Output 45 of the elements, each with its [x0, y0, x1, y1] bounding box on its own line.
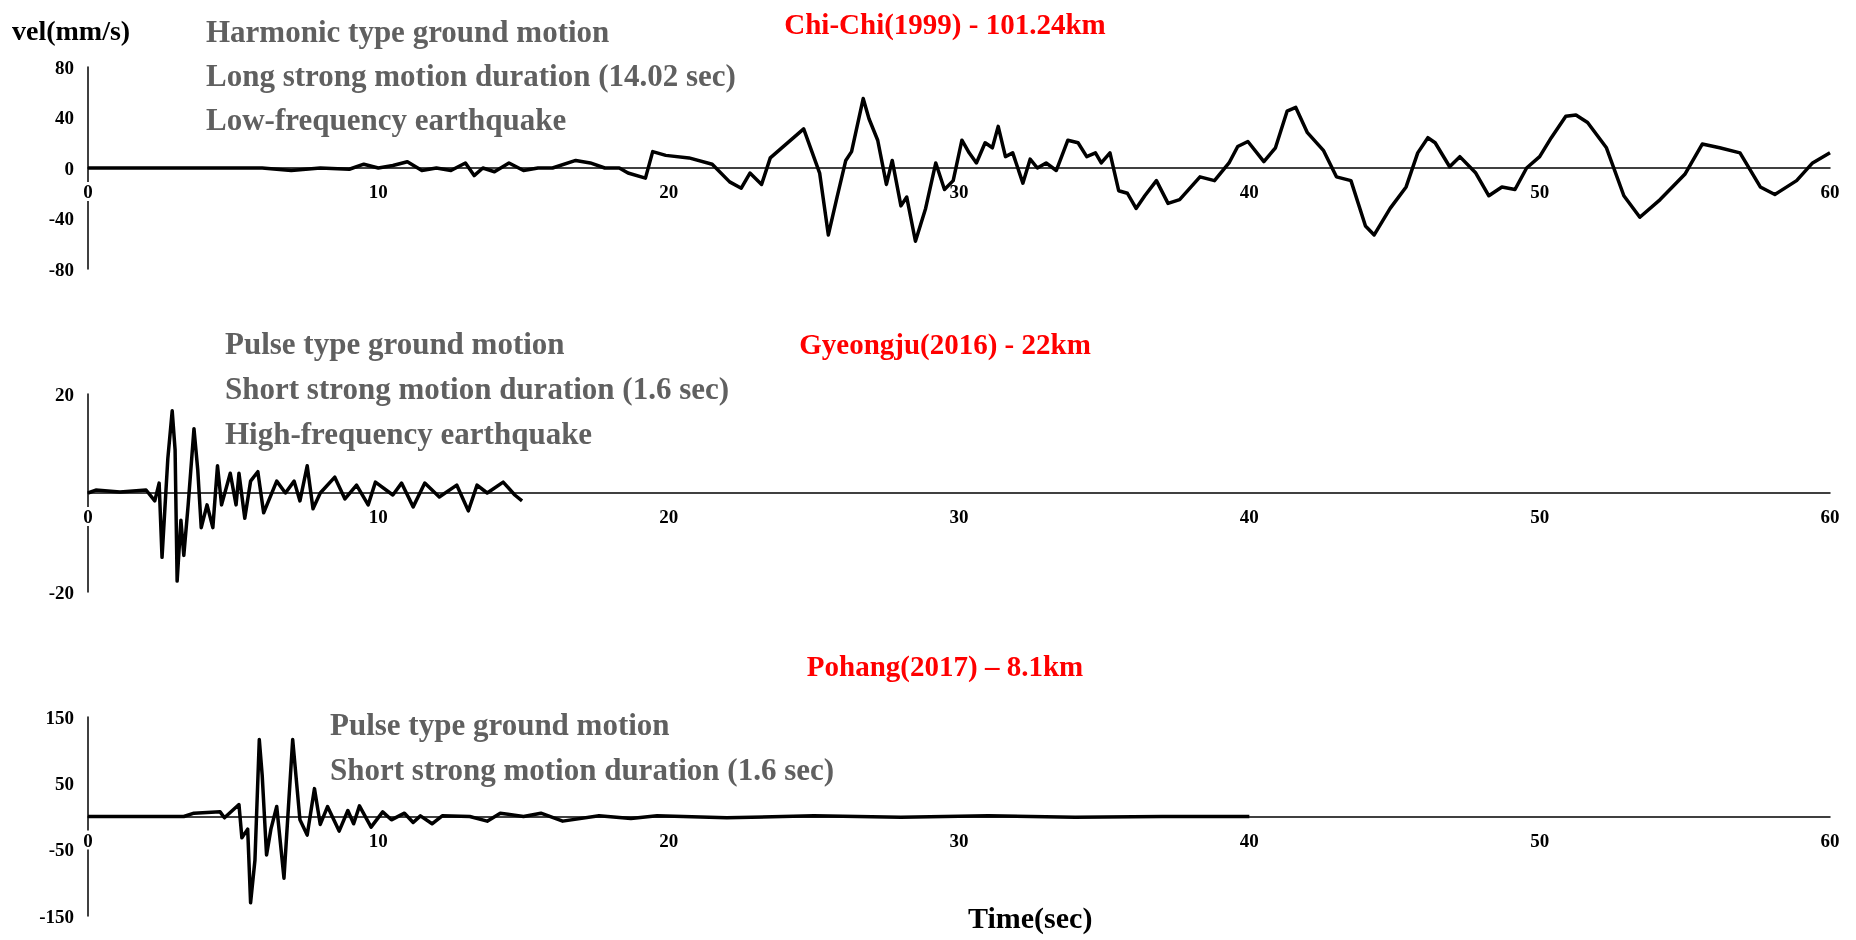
y-tick-label: 40	[55, 107, 74, 128]
annotation: High-frequency earthquake	[225, 416, 593, 451]
x-tick-label: 10	[368, 829, 388, 851]
y-tick-label: -80	[48, 258, 74, 280]
annotation: Low-frequency earthquake	[206, 102, 567, 137]
x-tick-label: 30	[949, 829, 969, 851]
x-tick-label: 30	[949, 506, 969, 527]
x-tick-label: 20	[659, 829, 679, 851]
x-tick-label: 40	[1239, 506, 1259, 527]
y-tick-label: 50	[55, 772, 74, 794]
x-tick-label: 60	[1820, 506, 1840, 527]
x-tick-label: 50	[1530, 829, 1550, 851]
y-tick-label: -20	[48, 581, 74, 603]
x-tick-label: 0	[83, 829, 93, 851]
annotation: Long strong motion duration (14.02 sec)	[206, 58, 736, 93]
x-tick-label: 10	[368, 181, 388, 202]
x-tick-label: 60	[1820, 181, 1840, 202]
x-tick-label: 10	[368, 506, 388, 527]
x-tick-label: 20	[659, 506, 679, 527]
x-tick-label: 20	[659, 181, 679, 202]
chart-title: Gyeongju(2016) - 22km	[799, 327, 1091, 361]
chart-title: Pohang(2017) – 8.1km	[806, 649, 1084, 683]
y-tick-label: 0	[64, 157, 74, 179]
x-tick-label: 0	[83, 506, 93, 527]
annotation: Short strong motion duration (1.6 sec)	[225, 371, 730, 406]
y-tick-label: 20	[55, 383, 74, 405]
x-tick-label: 40	[1239, 181, 1259, 202]
x-tick-label: 50	[1530, 506, 1550, 527]
y-axis-title: vel(mm/s)	[12, 14, 131, 46]
x-tick-label: 0	[83, 181, 93, 202]
x-tick-label: 30	[949, 181, 969, 202]
chart-title: Chi-Chi(1999) - 101.24km	[784, 7, 1106, 41]
annotation: Short strong motion duration (1.6 sec)	[330, 752, 835, 787]
x-tick-label: 40	[1239, 829, 1259, 851]
y-tick-label: 80	[55, 56, 74, 78]
x-tick-label: 50	[1530, 181, 1550, 202]
text: Harmonic type ground motion	[206, 14, 610, 49]
x-axis-title: Time(sec)	[968, 900, 1093, 935]
text: Pulse type ground motion	[225, 326, 565, 361]
y-tick-label: -40	[48, 208, 74, 229]
y-tick-label: 150	[45, 706, 74, 728]
y-tick-label: -50	[48, 839, 74, 861]
y-tick-label: -150	[39, 905, 74, 927]
x-tick-label: 60	[1820, 829, 1840, 851]
annotation: Pulse type ground motion	[330, 707, 670, 742]
